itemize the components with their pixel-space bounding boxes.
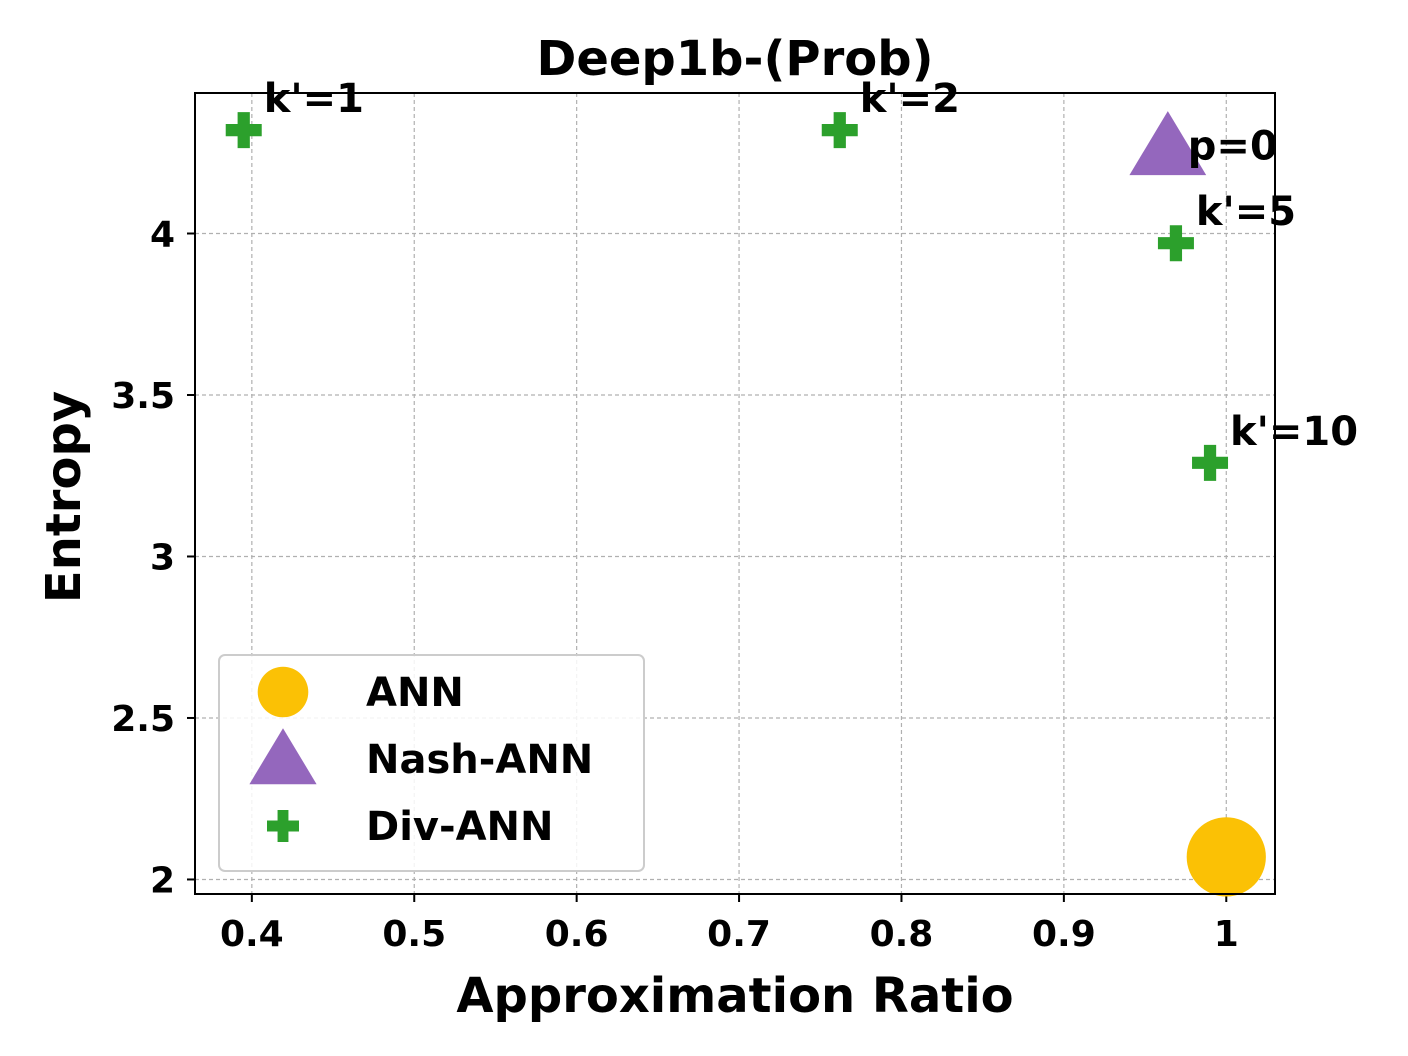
- div-ann-point: [225, 112, 262, 149]
- x-tick-label: 1: [1214, 914, 1239, 955]
- y-tick-label: 4: [150, 214, 175, 255]
- chart-title: Deep1b-(Prob): [536, 31, 933, 87]
- nash-ann-point: [1129, 111, 1207, 176]
- y-tick-label: 2: [150, 860, 175, 901]
- point-annotation: k'=1: [264, 76, 364, 122]
- div-ann-point: [821, 112, 858, 149]
- x-tick-label: 0.8: [870, 914, 934, 955]
- x-tick-label: 0.9: [1032, 914, 1096, 955]
- plot-frame: [194, 92, 1276, 895]
- x-tick-label: 0.6: [545, 914, 609, 955]
- point-annotations: p=0 k'=1 k'=2 k'=5 k'=10: [264, 76, 1358, 455]
- axis-ticks: 0.4 0.5 0.6 0.7 0.8 0.9 1 2 2.5 3 3.5 4: [111, 214, 1239, 955]
- point-annotation: k'=5: [1196, 189, 1296, 235]
- div-ann-point: [1157, 225, 1194, 262]
- legend-box: [218, 654, 645, 872]
- x-tick-label: 0.5: [382, 914, 446, 955]
- div-ann-point: [1192, 444, 1229, 481]
- legend-label: ANN: [366, 670, 464, 716]
- legend-nash-ann-marker: [249, 728, 317, 785]
- y-axis-label: Entropy: [36, 391, 92, 603]
- point-annotation: p=0: [1188, 123, 1278, 169]
- x-axis-label: Approximation Ratio: [456, 968, 1013, 1024]
- y-tick-label: 3.5: [111, 376, 175, 417]
- point-annotation: k'=2: [860, 76, 960, 122]
- data-points: [225, 111, 1266, 897]
- legend-label: Div-ANN: [366, 804, 554, 850]
- x-tick-label: 0.4: [220, 914, 284, 955]
- legend-ann-marker: [257, 666, 309, 718]
- point-annotation: k'=10: [1230, 409, 1358, 455]
- x-tick-label: 0.7: [707, 914, 771, 955]
- legend: ANN Nash-ANN Div-ANN: [218, 654, 645, 872]
- ann-point: [1186, 817, 1266, 897]
- grid-lines: [195, 93, 1275, 894]
- y-tick-label: 2.5: [111, 699, 175, 740]
- y-tick-label: 3: [150, 537, 175, 578]
- legend-label: Nash-ANN: [366, 737, 593, 783]
- legend-div-ann-marker: [267, 810, 299, 842]
